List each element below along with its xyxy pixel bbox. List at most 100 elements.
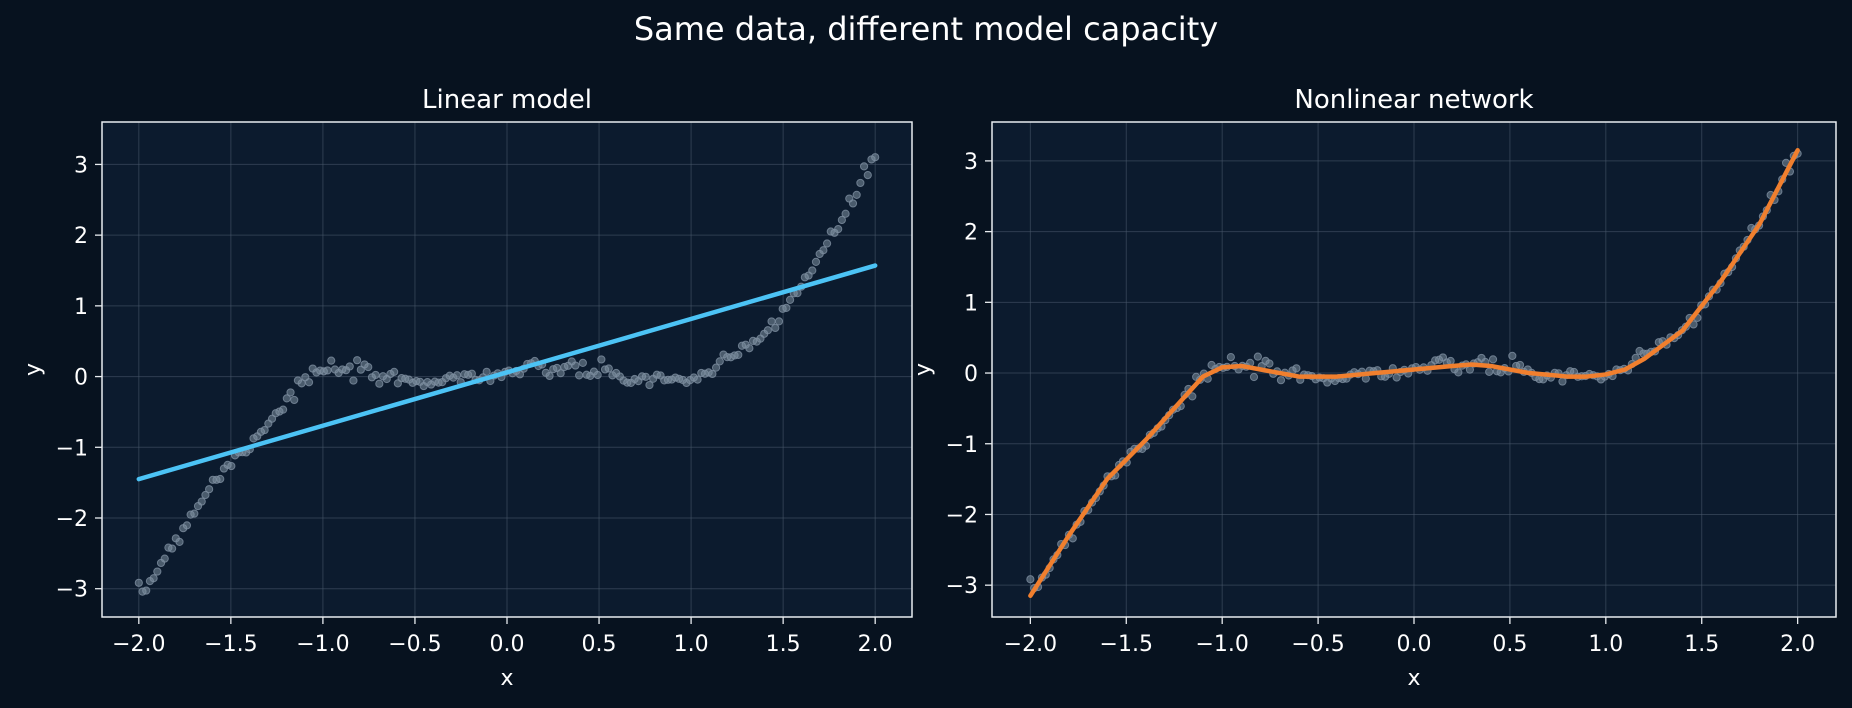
scatter-point-195 [856, 178, 865, 188]
y-tick-label-5: 2 [74, 224, 88, 249]
scatter-point-111 [1454, 368, 1463, 377]
scatter-point-185 [819, 246, 828, 255]
y-tick-label-4: 1 [964, 291, 978, 316]
scatter-point-127 [1515, 360, 1525, 370]
scatter-point-138 [645, 380, 654, 390]
fit-line [136, 263, 878, 482]
scatter-point-175 [782, 303, 791, 312]
y-axis-label: y [911, 363, 936, 376]
scatter-point-176 [785, 295, 795, 304]
scatter-point-58 [349, 376, 358, 385]
y-tick-label-0: −3 [56, 578, 88, 603]
scatter-point-42 [1188, 392, 1197, 401]
y-tick-label-3: 0 [74, 366, 88, 391]
scatter-point-199 [871, 153, 880, 162]
scatter-point-186 [822, 239, 832, 248]
x-tick-label-0: −2.0 [1004, 632, 1057, 657]
scatter-point-118 [571, 361, 580, 370]
scatter-point-59 [1253, 352, 1262, 361]
scatter-point-0 [134, 578, 143, 587]
scatter-point-194 [852, 190, 861, 199]
y-tick-label-2: −1 [56, 436, 88, 461]
scatter-point-57 [345, 362, 354, 371]
y-tick-label-4: 1 [74, 295, 88, 320]
x-tick-label-7: 1.5 [766, 632, 801, 657]
scatter-point-0 [1026, 575, 1035, 584]
scatter-point-86 [452, 371, 462, 380]
panel-title: Linear model [422, 85, 592, 115]
scatter-point-65 [375, 379, 384, 388]
x-tick-label-5: 0.5 [582, 632, 617, 657]
figure-title: Same data, different model capacity [633, 10, 1219, 48]
scatter-series [134, 153, 880, 596]
scatter-point-137 [641, 372, 650, 381]
panel-title: Nonlinear network [1294, 85, 1533, 115]
scatter-point-190 [837, 215, 846, 225]
scatter-point-120 [578, 358, 587, 367]
scatter-point-197 [863, 170, 872, 180]
chart-panel-linear: −2.0 −1.5 −1.0 −0.5 0.0 0.5 1.0 1.5 2.0 −3 −2 −1 0 1 2… [21, 85, 913, 691]
scatter-point-193 [848, 199, 858, 208]
scatter-point-120 [1488, 355, 1498, 364]
scatter-point-156 [711, 363, 721, 372]
scatter-point-196 [859, 162, 869, 171]
x-tick-label-8: 2.0 [1780, 632, 1815, 657]
scatter-point-7 [160, 554, 169, 563]
scatter-point-2 [142, 586, 151, 595]
scatter-point-173 [774, 317, 784, 326]
x-tick-label-5: 0.5 [1492, 632, 1527, 657]
scatter-point-64 [371, 370, 380, 380]
scatter-point-58 [1249, 372, 1259, 382]
y-tick-label-6: 3 [964, 150, 978, 175]
scatter-point-46 [304, 378, 314, 387]
x-tick-label-7: 1.5 [1684, 632, 1719, 657]
scatter-point-155 [708, 369, 717, 379]
scatter-point-17 [197, 497, 206, 506]
scatter-point-69 [1292, 364, 1301, 373]
scatter-point-52 [1226, 353, 1235, 362]
x-tick-label-2: −1.0 [1195, 632, 1248, 657]
x-tick-label-6: 1.0 [674, 632, 709, 657]
scatter-point-90 [467, 369, 476, 378]
x-axis-label: x [500, 666, 513, 691]
y-tick-label-1: −2 [946, 503, 978, 528]
x-tick-label-1: −1.5 [1100, 632, 1153, 657]
x-tick-label-8: 2.0 [858, 632, 893, 657]
x-tick-label-6: 1.0 [1588, 632, 1623, 657]
y-tick-label-1: −2 [56, 507, 88, 532]
scatter-point-22 [216, 474, 225, 484]
scatter-point-183 [811, 257, 821, 266]
scatter-point-191 [841, 209, 850, 218]
scatter-point-119 [575, 371, 584, 380]
scatter-point-11 [175, 537, 184, 547]
scatter-point-119 [1485, 367, 1494, 376]
scatter-point-162 [734, 350, 743, 360]
scatter-point-51 [323, 366, 332, 375]
x-tick-label-2: −1.0 [296, 632, 349, 657]
x-tick-label-0: −2.0 [112, 632, 165, 657]
y-tick-label-6: 3 [74, 153, 88, 178]
scatter-point-65 [1276, 376, 1286, 385]
scatter-point-189 [834, 224, 843, 234]
scatter-point-94 [482, 367, 491, 376]
scatter-point-125 [1508, 351, 1517, 361]
scatter-point-62 [364, 362, 373, 372]
x-tick-label-1: −1.5 [204, 632, 257, 657]
scatter-point-151 [693, 375, 702, 384]
scatter-point-41 [286, 388, 295, 397]
scatter-point-69 [390, 367, 399, 376]
scatter-point-18 [201, 490, 210, 500]
scatter-point-42 [290, 395, 299, 405]
x-tick-label-4: 0.0 [1397, 632, 1432, 657]
y-tick-label-3: 0 [964, 362, 978, 387]
x-axis-label: x [1407, 666, 1420, 691]
scatter-point-170 [763, 326, 772, 335]
scatter-point-109 [1446, 356, 1455, 366]
scatter-point-157 [715, 357, 724, 366]
scatter-point-34 [260, 425, 269, 435]
scatter-point-127 [604, 364, 613, 373]
scatter-point-39 [279, 405, 288, 414]
scatter-point-19 [205, 485, 214, 494]
